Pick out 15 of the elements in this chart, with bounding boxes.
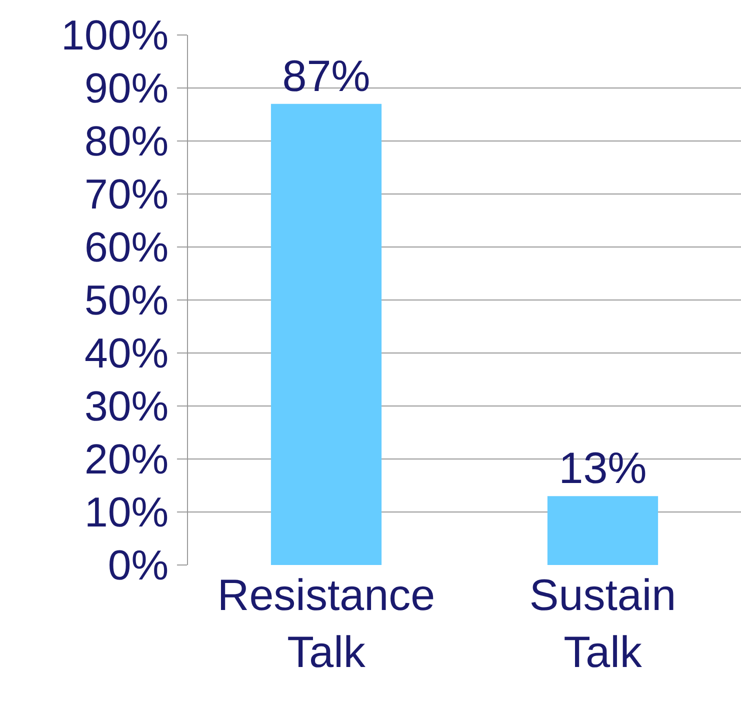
y-tick-label: 40%	[84, 330, 169, 377]
y-tick-label: 70%	[84, 170, 169, 218]
y-tick-label: 90%	[84, 64, 169, 112]
y-tick-label: 60%	[84, 224, 169, 271]
x-tick-label: Sustain Talk	[529, 571, 676, 678]
y-tick-label: 10%	[84, 488, 169, 536]
y-tick-label: 0%	[108, 542, 169, 589]
y-tick-label: 20%	[84, 436, 169, 483]
y-tick-label: 30%	[84, 382, 169, 430]
y-tick-label: 100%	[61, 12, 169, 59]
data-label: 87%	[282, 52, 370, 101]
data-label: 13%	[558, 444, 647, 494]
y-tick-label: 50%	[84, 276, 169, 324]
y-tick-label: 80%	[84, 118, 169, 165]
x-tick-label: Resistance Talk	[217, 571, 436, 678]
